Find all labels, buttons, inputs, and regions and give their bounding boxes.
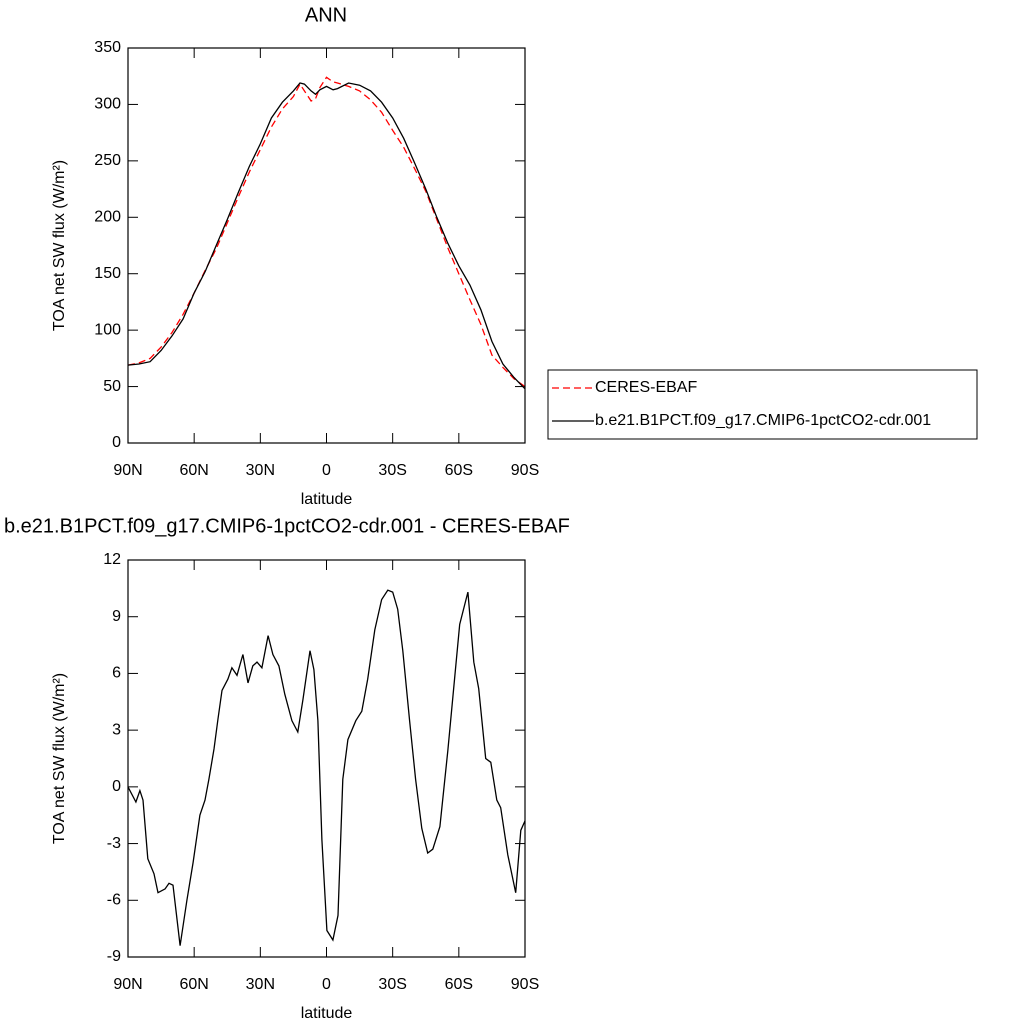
y-tick-label: 200	[94, 209, 121, 226]
x-tick-label: 90N	[113, 462, 142, 479]
x-tick-label: 60N	[179, 462, 208, 479]
y-tick-label: 12	[103, 551, 121, 568]
x-tick-label: 90N	[113, 976, 142, 993]
x-tick-label: 60S	[445, 462, 473, 479]
data-line	[127, 589, 526, 946]
x-tick-label: 60N	[179, 976, 208, 993]
y-tick-label: -9	[107, 948, 121, 965]
y-tick-label: 50	[103, 378, 121, 395]
y-tick-label: -6	[107, 892, 121, 909]
data-line	[127, 82, 526, 390]
plot-frame	[127, 47, 526, 444]
y-tick-label: 9	[112, 608, 121, 625]
x-axis-label: latitude	[301, 491, 353, 508]
plot-frame	[127, 559, 526, 958]
x-tick-label: 60S	[445, 976, 473, 993]
y-tick-label: 0	[112, 778, 121, 795]
y-tick-label: 300	[94, 96, 121, 113]
x-tick-label: 30S	[378, 462, 406, 479]
legend-label: b.e21.B1PCT.f09_g17.CMIP6-1pctCO2-cdr.00…	[595, 412, 931, 429]
data-line	[127, 76, 526, 388]
legend-label: CERES-EBAF	[595, 379, 697, 396]
y-tick-label: 100	[94, 321, 121, 338]
x-tick-label: 90S	[511, 462, 539, 479]
y-tick-label: 3	[112, 721, 121, 738]
x-tick-label: 30S	[378, 976, 406, 993]
y-tick-label: -3	[107, 835, 121, 852]
y-tick-label: 350	[94, 39, 121, 56]
x-tick-label: 30N	[246, 976, 275, 993]
x-axis-label: latitude	[301, 1005, 353, 1022]
y-tick-label: 250	[94, 152, 121, 169]
x-tick-label: 90S	[511, 976, 539, 993]
x-tick-label: 0	[322, 462, 331, 479]
x-tick-label: 30N	[246, 462, 275, 479]
legend-box	[547, 369, 978, 440]
y-tick-label: 6	[112, 665, 121, 682]
x-tick-label: 0	[322, 976, 331, 993]
y-axis-label: TOA net SW flux (W/m²)	[51, 673, 68, 844]
y-axis-label: TOA net SW flux (W/m²)	[51, 160, 68, 331]
y-tick-label: 0	[112, 434, 121, 451]
chart-title: b.e21.B1PCT.f09_g17.CMIP6-1pctCO2-cdr.00…	[4, 515, 570, 537]
y-tick-label: 150	[94, 265, 121, 282]
chart-title: ANN	[305, 4, 347, 26]
